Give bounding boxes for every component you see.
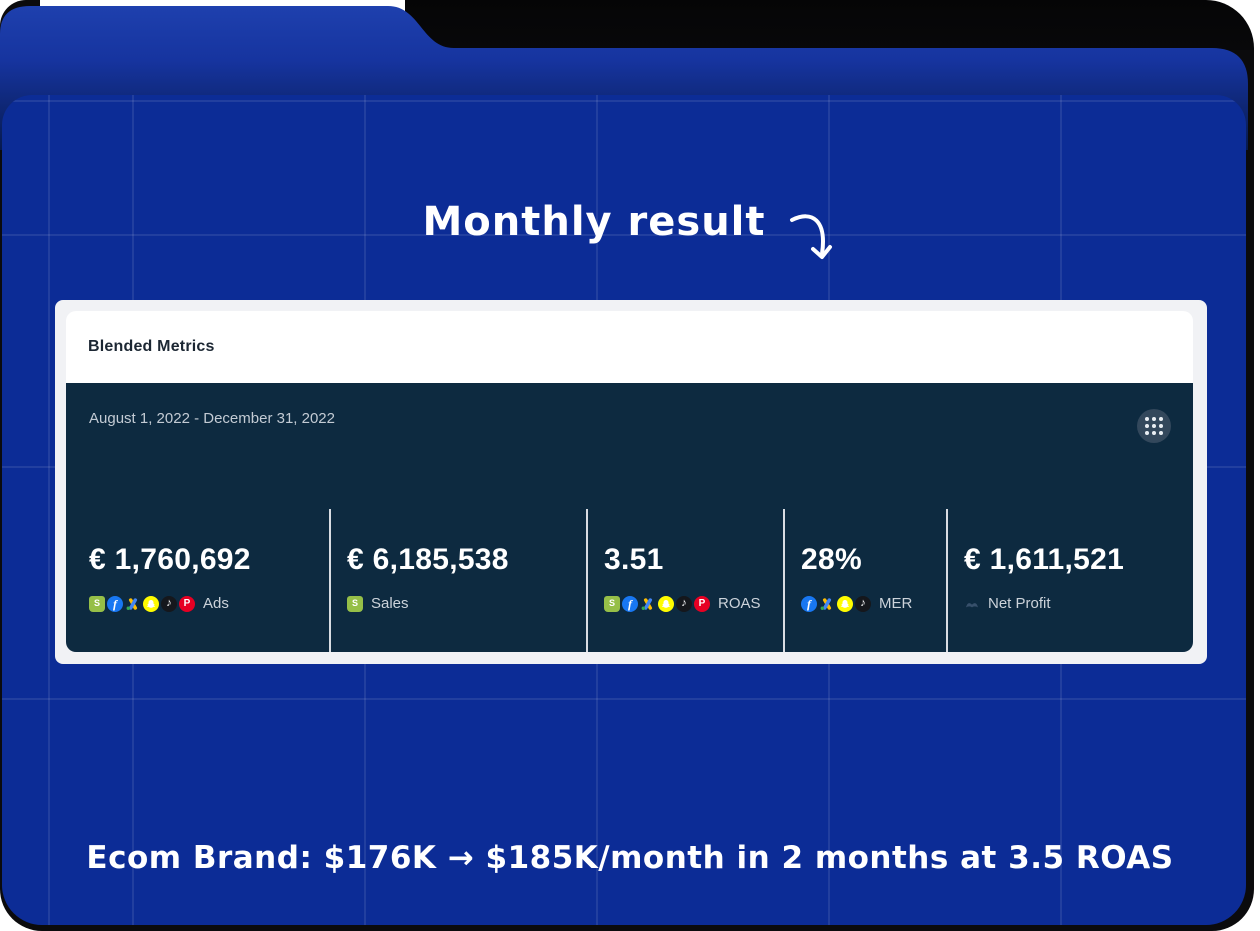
metric-mer: 28% f ♪ MER (783, 509, 946, 652)
metric-icons (964, 596, 980, 612)
shopify-icon: S (347, 595, 363, 612)
shopify-icon: S (604, 595, 620, 612)
tiktok-icon: ♪ (676, 595, 692, 612)
curved-arrow-icon (789, 214, 832, 259)
card-header: Blended Metrics (66, 311, 1193, 383)
pinterest-icon: P (179, 595, 195, 612)
card-title: Blended Metrics (88, 338, 215, 355)
date-range: August 1, 2022 - December 31, 2022 (89, 410, 335, 427)
facebook-icon: f (622, 595, 638, 612)
snapchat-icon (658, 595, 674, 612)
metric-value: 28% (801, 543, 862, 576)
metrics-panel: August 1, 2022 - December 31, 2022 € 1,7… (66, 383, 1193, 652)
google-ads-icon (819, 596, 835, 612)
metric-label: MER (879, 595, 913, 612)
metrics-card: Blended Metrics August 1, 2022 - Decembe… (55, 300, 1207, 664)
metric-value: € 1,760,692 (89, 543, 251, 576)
metric-value: € 6,185,538 (347, 543, 509, 576)
facebook-icon: f (107, 595, 123, 612)
metric-icons: S (347, 595, 363, 612)
metric-icons: f ♪ (801, 595, 871, 612)
pinterest-icon: P (694, 595, 710, 612)
apps-menu-button[interactable] (1137, 409, 1171, 443)
panel-top-row: August 1, 2022 - December 31, 2022 (66, 383, 1193, 443)
google-ads-icon (125, 596, 141, 612)
snapchat-icon (837, 595, 853, 612)
grid-dots-icon (1145, 417, 1163, 435)
snapchat-icon (143, 595, 159, 612)
metric-sales: € 6,185,538 S Sales (329, 509, 586, 652)
tiktok-icon: ♪ (855, 595, 871, 612)
annotation-title-row: Monthly result (0, 198, 1260, 268)
metric-label: Net Profit (988, 595, 1051, 612)
tiktok-icon: ♪ (161, 595, 177, 612)
shopify-icon: S (89, 595, 105, 612)
triple-whale-icon (964, 596, 980, 612)
metric-label: Sales (371, 595, 409, 612)
annotation-title: Monthly result (422, 199, 766, 245)
google-ads-icon (640, 596, 656, 612)
metric-label: Ads (203, 595, 229, 612)
facebook-icon: f (801, 595, 817, 612)
metric-label: ROAS (718, 595, 761, 612)
metric-net-profit: € 1,611,521 Net Profit (946, 509, 1193, 652)
annotation-caption: Ecom Brand: $176K → $185K/month in 2 mon… (86, 840, 1174, 876)
metric-value: 3.51 (604, 543, 664, 576)
metric-value: € 1,611,521 (964, 543, 1125, 576)
